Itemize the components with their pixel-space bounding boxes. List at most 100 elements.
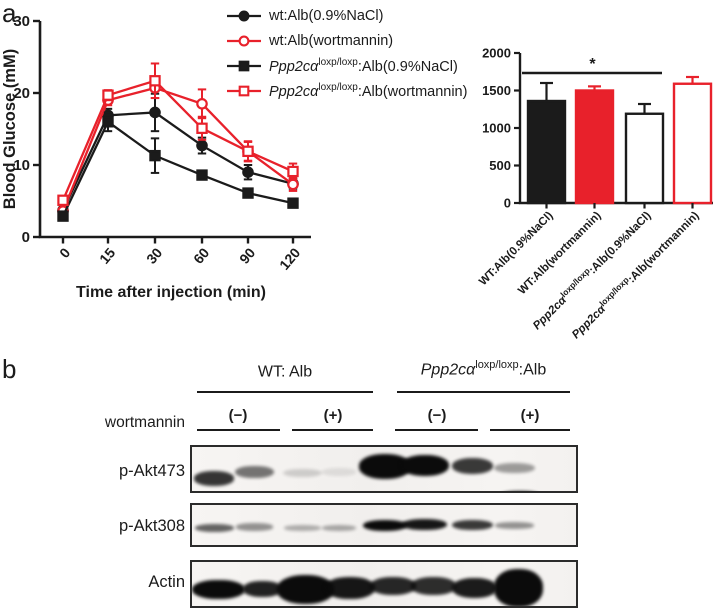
series-line	[61, 120, 294, 217]
blot-band	[362, 519, 408, 531]
auc-bar-chart: 0500100015002000WT:Alb(0.9%NaCl)WT:Alb(w…	[477, 46, 713, 341]
treatment-plus-wt: (+)	[323, 407, 343, 424]
line-chart-legend: wt:Alb(0.9%NaCl) wt:Alb(wortmannin) Ppp2cα…	[226, 3, 467, 103]
group-ppp2ca-italic: Ppp2cα	[420, 361, 476, 379]
blot-band	[194, 523, 234, 532]
y-axis-title: Blood Glucose (mM)	[1, 49, 19, 209]
blot-band	[495, 521, 535, 529]
y-tick-label: 1500	[482, 83, 511, 98]
treatment-underline-1	[197, 429, 280, 431]
bar-1	[574, 89, 615, 205]
data-point-marker	[196, 98, 208, 110]
group-ppp2ca-plain: :Alb	[518, 361, 547, 379]
blot-box-actin	[190, 560, 578, 608]
square-filled-marker-icon	[227, 60, 261, 71]
data-point-marker	[149, 106, 161, 119]
bar-category-label: WT:Alb(wortmannin)	[516, 210, 604, 298]
x-tick-label: 0	[56, 244, 73, 260]
bar-2	[624, 112, 665, 205]
blot-band	[400, 454, 450, 476]
x-tick-label: 90	[236, 244, 258, 266]
data-point-marker	[242, 166, 254, 178]
square-open-marker-icon	[227, 85, 261, 96]
panel-b-label: b	[2, 354, 17, 384]
blot-band	[402, 518, 448, 531]
data-point-marker	[287, 178, 299, 191]
legend-label: wt:Alb(wortmannin)	[269, 32, 394, 49]
blot-band	[452, 578, 497, 599]
blot-band	[283, 525, 321, 531]
panel-a-label: a	[2, 0, 17, 28]
blot-band	[321, 525, 357, 531]
blot-row-label-actin: Actin	[148, 573, 185, 591]
group-ppp2ca-sup: loxp/loxp	[475, 359, 519, 371]
data-point-marker	[149, 75, 161, 87]
legend-label: Ppp2cαloxp/loxp:Alb(0.9%NaCl)	[269, 56, 458, 75]
legend-label: Ppp2cαloxp/loxp:Alb(wortmannin)	[269, 81, 468, 100]
y-tick-label: 2000	[482, 46, 511, 61]
y-tick-label: 0	[504, 196, 511, 211]
treatment-plus-ppp2ca: (+)	[520, 407, 540, 424]
blot-group-header-ppp2ca: Ppp2cαloxp/loxp:Alb	[395, 359, 572, 379]
blot-band	[192, 580, 245, 600]
series-3	[57, 62, 299, 206]
legend-item-1: wt:Alb(wortmannin)	[226, 28, 467, 53]
x-tick-label: 15	[96, 244, 118, 266]
blot-row-label-p-akt308: p-Akt308	[118, 517, 185, 535]
x-axis-title: Time after injection (min)	[76, 284, 266, 301]
y-tick-label: 30	[13, 13, 30, 30]
y-tick-label: 20	[13, 85, 30, 102]
blot-band	[282, 468, 322, 478]
blot-box-p-akt308	[190, 503, 578, 547]
data-point-marker	[102, 116, 114, 128]
y-tick-label: 500	[489, 158, 511, 173]
significance-star: *	[589, 56, 596, 73]
blot-band	[193, 471, 235, 486]
blot-band	[494, 569, 543, 606]
blot-band	[451, 519, 493, 531]
group-wt-plain: WT: Alb	[257, 363, 313, 381]
treatment-underline-4	[490, 429, 570, 431]
data-point-marker	[242, 187, 254, 199]
blot-group-header-wt: WT: Alb	[197, 361, 373, 381]
data-point-marker	[196, 139, 208, 152]
series-2	[57, 111, 299, 222]
data-point-marker	[149, 149, 161, 162]
legend-item-2: Ppp2cαloxp/loxp:Alb(0.9%NaCl)	[226, 53, 467, 78]
data-point-marker	[287, 197, 299, 209]
treatment-minus-wt: (−)	[228, 407, 248, 424]
blot-band	[451, 458, 493, 475]
wortmannin-row-label: wortmannin	[104, 414, 185, 431]
data-point-marker	[196, 169, 208, 181]
blood-glucose-line-chart: 0 10 20 30 0 15 30 60 90 120 Blood Glucose (mM) Tim…	[1, 13, 311, 301]
blot-row-label-p-akt473: p-Akt473	[118, 462, 185, 480]
data-point-marker	[287, 165, 299, 178]
blot-band	[411, 577, 456, 595]
data-point-marker	[102, 89, 114, 101]
bar-3	[672, 82, 713, 205]
group-ppp2ca-underline	[397, 391, 570, 393]
blot-band	[494, 462, 536, 474]
blot-band	[243, 581, 282, 597]
circle-filled-marker-icon	[227, 10, 261, 21]
treatment-underline-3	[395, 429, 478, 431]
series-line	[61, 86, 294, 212]
blot-band	[369, 576, 417, 596]
blot-band	[497, 490, 543, 491]
blot-band	[236, 523, 274, 531]
group-wt-underline	[197, 391, 373, 393]
treatment-minus-ppp2ca: (−)	[427, 407, 447, 424]
blot-band	[321, 468, 357, 476]
circle-open-marker-icon	[227, 35, 261, 46]
x-tick-label: 120	[276, 244, 303, 272]
blot-band	[276, 575, 334, 605]
series-line	[61, 79, 294, 201]
y-tick-label: 10	[13, 157, 30, 174]
blot-band	[325, 576, 376, 599]
x-tick-label: 30	[143, 244, 165, 266]
blot-band	[235, 465, 275, 479]
legend-label: wt:Alb(0.9%NaCl)	[269, 7, 384, 24]
x-tick-label: 60	[190, 244, 212, 266]
data-point-marker	[242, 145, 254, 158]
